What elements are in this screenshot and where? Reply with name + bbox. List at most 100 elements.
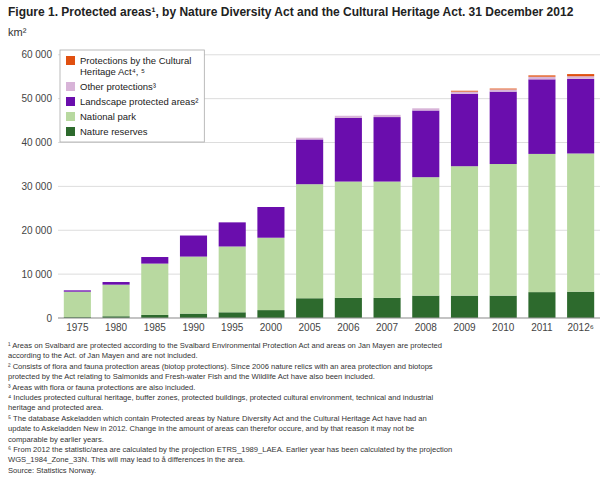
bar-segment xyxy=(412,177,439,295)
legend-swatch xyxy=(66,82,75,91)
grid-line xyxy=(58,318,600,319)
x-tick-label: 1980 xyxy=(105,322,128,333)
x-tick-label: 1995 xyxy=(221,322,244,333)
bar-segment xyxy=(374,117,401,181)
bar-segment xyxy=(412,296,439,318)
bar-segment xyxy=(528,154,555,292)
bar-segment xyxy=(335,116,362,118)
bar-segment xyxy=(567,153,594,291)
bar-segment xyxy=(103,285,130,317)
bar-segment xyxy=(141,257,168,258)
y-tick-label: 30 000 xyxy=(21,181,52,192)
bar-segment xyxy=(64,290,91,291)
y-tick-label: 0 xyxy=(46,313,52,324)
bar-segment xyxy=(180,236,207,257)
bar-segment xyxy=(141,257,168,258)
bar-segment xyxy=(219,222,246,223)
bar-segment xyxy=(64,290,91,291)
y-tick-label: 40 000 xyxy=(21,137,52,148)
bar-segment xyxy=(451,296,478,318)
bar-segment xyxy=(528,77,555,80)
legend-label: National park xyxy=(80,111,136,122)
x-tick-label: 2005 xyxy=(299,322,322,333)
title: Figure 1. Protected areas¹, by Nature Di… xyxy=(8,5,574,19)
bar-segment xyxy=(567,79,594,154)
legend-box xyxy=(60,50,204,142)
x-tick-label: 2009 xyxy=(453,322,476,333)
bar-segment xyxy=(451,90,478,92)
grid-line xyxy=(58,186,600,187)
bar-segment xyxy=(412,108,439,109)
footnote: update to Askeladden New in 2012. Change… xyxy=(8,424,414,433)
footnote: ³ Areas with flora or fauna protections … xyxy=(8,383,195,392)
legend-swatch xyxy=(66,112,75,121)
bar-segment xyxy=(257,207,284,238)
bar-segment xyxy=(528,79,555,154)
footnote: ⁴ Includes protected cultural heritage, … xyxy=(8,393,434,402)
x-axis-line xyxy=(58,318,600,319)
bar-segment xyxy=(490,164,517,296)
bar-segment xyxy=(451,94,478,166)
bar-segment xyxy=(180,235,207,236)
x-tick-label: 2011 xyxy=(531,322,553,333)
bar-segment xyxy=(412,110,439,177)
x-tick-label: 1975 xyxy=(66,322,89,333)
bar-segment xyxy=(296,137,323,138)
legend-label: Nature reserves xyxy=(80,126,148,137)
bar-segment xyxy=(296,138,323,140)
bar-segment xyxy=(567,74,594,76)
footnote: Source: Statistics Norway. xyxy=(8,466,96,475)
bar-segment xyxy=(257,238,284,310)
bar-segment xyxy=(490,296,517,318)
bar-segment xyxy=(257,207,284,208)
bar-segment xyxy=(451,92,478,94)
bar-segment xyxy=(64,290,91,291)
bar-segment xyxy=(335,182,362,298)
bar-segment xyxy=(490,92,517,164)
bar-segment xyxy=(374,182,401,298)
legend-label: Other protections³ xyxy=(80,81,156,92)
bar-segment xyxy=(335,115,362,116)
y-tick-label: 20 000 xyxy=(21,225,52,236)
footnote: ⁶ From 2012 the statistic/area are calcu… xyxy=(8,445,452,454)
footnote: ⁵ The database Askeladden which contain … xyxy=(8,414,427,423)
bar-segment xyxy=(64,292,91,317)
bar-segment xyxy=(219,312,246,318)
chart: Figure 1. Protected areas¹, by Nature Di… xyxy=(0,0,610,488)
bar-segment xyxy=(257,207,284,208)
bar-segment xyxy=(219,222,246,246)
footnote: WGS_1984_Zone_33N. This will may lead to… xyxy=(8,455,245,464)
bar-segment xyxy=(180,314,207,318)
bar-segment xyxy=(257,310,284,318)
bar-segment xyxy=(296,139,323,184)
legend-swatch xyxy=(66,56,75,65)
bar-segment xyxy=(296,298,323,318)
bar-segment xyxy=(412,108,439,110)
bar-segment xyxy=(490,88,517,90)
legend-swatch xyxy=(66,97,75,106)
bar-segment xyxy=(528,292,555,318)
legend-swatch xyxy=(66,127,75,136)
bar-segment xyxy=(567,292,594,318)
bar-segment xyxy=(567,76,594,79)
footnote: protected by the Act relating to Salmoni… xyxy=(8,372,375,381)
footnote: according to the Act. of Jan Mayen and a… xyxy=(8,351,198,360)
footnote: heritage and protected area. xyxy=(8,403,103,412)
x-tick-label: 2010 xyxy=(492,322,515,333)
legend-label: Landscape protected areas² xyxy=(80,96,198,107)
y-tick-label: 60 000 xyxy=(21,49,52,60)
y-tick-label: 10 000 xyxy=(21,269,52,280)
bar-segment xyxy=(180,235,207,236)
footnote: ¹ Areas on Svalbard are protected accord… xyxy=(8,341,442,350)
grid-line xyxy=(58,230,600,231)
bar-segment xyxy=(103,282,130,283)
bar-segment xyxy=(180,257,207,314)
footnote: ² Consists of flora and fauna protection… xyxy=(8,362,433,371)
x-tick-label: 1985 xyxy=(144,322,167,333)
bar-segment xyxy=(451,166,478,295)
bar-segment xyxy=(141,264,168,315)
bar-segment xyxy=(528,75,555,76)
x-tick-label: 2008 xyxy=(415,322,438,333)
x-tick-label: 2012⁶ xyxy=(567,322,593,333)
bar-segment xyxy=(103,282,130,283)
